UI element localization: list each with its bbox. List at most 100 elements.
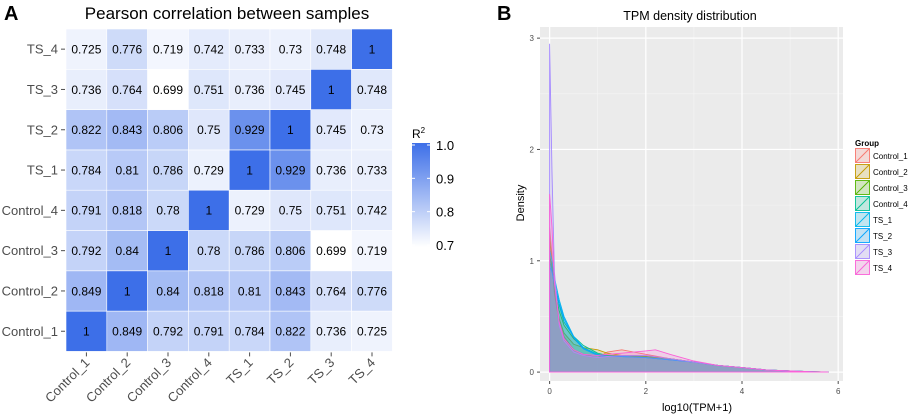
heatmap-cell-value: 0.791 [71,204,101,218]
heatmap-cell [228,230,271,272]
heatmap-cell-value: 0.729 [235,204,265,218]
heatmap-cell [106,230,148,272]
legend-title-main: R [412,127,421,141]
heatmap-cell-value: 0.792 [153,325,183,339]
x-tick-label: 0 [547,387,552,396]
legend-key-slash [855,244,870,259]
heatmap-y-label: Control_2 [2,283,58,298]
heatmap-cell [188,69,230,110]
heatmap-cell [310,310,352,352]
heatmap-cell-value: 0.784 [235,325,265,339]
legend-title-superscript: 2 [421,126,426,135]
x-tick-label: 4 [740,387,745,396]
heatmap-cell [351,109,393,151]
heatmap-cell [65,109,108,151]
heatmap-cell-value: 0.929 [275,163,305,177]
legend-key-slash [855,148,870,163]
heatmap-cell [147,109,189,151]
heatmap-cell [188,270,230,312]
heatmap-cell-value: 0.736 [316,325,346,339]
heatmap-cell-value: 0.764 [112,83,142,97]
panel-b-label: B [497,3,511,25]
heatmap-cell-value: 0.751 [316,204,346,218]
heatmap-cell-value: 0.745 [316,123,346,137]
heatmap-cell-value: 0.818 [194,284,224,298]
heatmap-cell-value: 0.843 [112,123,142,137]
heatmap-cell-value: 1 [83,325,90,339]
heatmap-cell [65,310,108,352]
heatmap-cell-value: 0.719 [357,244,387,258]
heatmap-cell-value: 0.725 [357,325,387,339]
heatmap-cell [228,189,271,231]
heatmap-cell [188,310,230,352]
heatmap-cell [269,230,312,272]
legend-label: Control_2 [873,168,908,177]
heatmap-cell [188,28,230,70]
heatmap-x-label: TS_1 [223,355,256,388]
legend-label: Control_1 [873,152,908,161]
heatmap-cell [65,270,108,312]
heatmap-cell-value: 0.81 [238,284,262,298]
heatmap-cell [188,189,230,231]
density-ylabel: Density [515,184,527,221]
heatmap-cell-value: 0.81 [116,163,140,177]
heatmap-cell [188,109,230,151]
heatmap-cell-value: 0.929 [235,123,265,137]
heatmap-cell [106,109,148,151]
heatmap-cell-value: 0.742 [194,42,224,56]
heatmap-cell [351,189,393,231]
heatmap-cell-value: 0.786 [153,163,183,177]
heatmap-y-label: TS_1 [27,163,58,178]
heatmap-cell-value: 1 [165,244,172,258]
density-xlabel: log10(TPM+1) [662,402,732,414]
heatmap-cell [351,230,393,272]
heatmap-cell-value: 1 [287,123,294,137]
legend-key-slash [855,228,870,243]
density-title: TPM density distribution [623,9,756,23]
heatmap-cell [147,69,189,110]
heatmap-cell [106,28,148,70]
heatmap-cell [147,230,189,272]
heatmap-cell-value: 0.78 [197,244,221,258]
heatmap-cell-value: 0.736 [71,83,101,97]
heatmap-cell-value: 1 [369,42,376,56]
heatmap-x-label: TS_4 [346,355,379,388]
heatmap-y-label: TS_4 [27,42,58,57]
legend-key-slash [855,260,870,275]
heatmap-cell-value: 0.784 [71,163,101,177]
heatmap-cell-value: 0.748 [357,83,387,97]
legend-tick-label: 0.8 [436,205,454,220]
heatmap-cell [310,28,352,70]
heatmap-cell [106,69,148,110]
density-area-ts-4 [549,193,829,373]
heatmap-cell-value: 0.849 [71,284,101,298]
heatmap-cell-value: 0.806 [275,244,305,258]
heatmap-cell-value: 0.699 [316,244,346,258]
y-tick-label: 1 [530,257,535,266]
heatmap-x-label: TS_2 [264,355,297,388]
heatmap-cell [228,310,271,352]
legend-tick-label: 0.9 [436,171,454,186]
heatmap-cell [106,149,148,191]
heatmap-cell [147,310,189,352]
heatmap-cell [310,230,352,272]
density-plot: 0 2 4 6 0 1 2 3 [530,27,843,396]
x-tick-label: 6 [836,387,841,396]
heatmap-y-label: TS_2 [27,122,58,137]
legend-tick-label: 1.0 [436,138,454,153]
legend-key-slash [855,196,870,211]
legend-key-slash [855,212,870,227]
heatmap-cell [147,149,189,191]
heatmap-cell-value: 0.843 [275,284,305,298]
heatmap-cell-value: 0.742 [357,204,387,218]
heatmap-cell-value: 0.786 [235,244,265,258]
heatmap-cell [188,230,230,272]
heatmap-cell [65,230,108,272]
x-tick-label: 2 [644,387,649,396]
legend-label: Control_3 [873,184,908,193]
heatmap-cell-value: 0.73 [360,123,384,137]
heatmap-cell [310,109,352,151]
legend-key-slash [855,164,870,179]
heatmap-cell-value: 0.822 [71,123,101,137]
